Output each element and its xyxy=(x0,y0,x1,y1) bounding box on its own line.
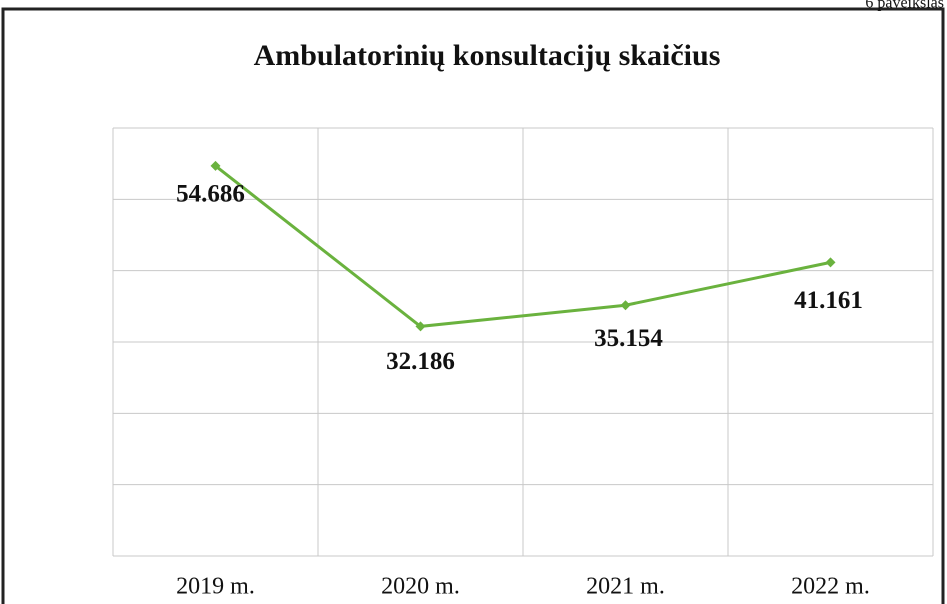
data-label: 32.186 xyxy=(386,348,455,375)
figure-caption: 6 paveikslas xyxy=(865,0,944,12)
data-point xyxy=(620,300,631,311)
x-tick-label: 2021 m. xyxy=(586,574,665,600)
data-point xyxy=(210,160,221,171)
x-tick-label: 2022 m. xyxy=(791,574,870,600)
x-tick-label: 2020 m. xyxy=(381,574,460,600)
data-point xyxy=(415,321,426,332)
data-label: 35.154 xyxy=(594,325,663,352)
x-tick-label: 2019 m. xyxy=(176,574,255,600)
data-point xyxy=(825,257,836,268)
chart-title: Ambulatorinių konsultacijų skaičius xyxy=(254,39,721,72)
data-label: 41.161 xyxy=(794,287,863,314)
data-label: 54.686 xyxy=(176,181,245,208)
series-line xyxy=(214,164,831,328)
chart-frame xyxy=(1,7,945,604)
